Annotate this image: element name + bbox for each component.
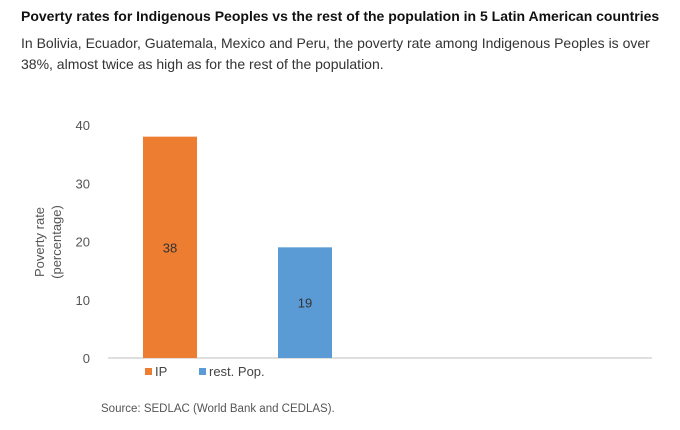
- y-axis-label-line-2: (percentage): [49, 205, 64, 279]
- y-tick-label: 30: [76, 176, 90, 191]
- chart-title: Poverty rates for Indigenous Peoples vs …: [21, 8, 660, 24]
- legend-swatch: [199, 368, 206, 375]
- bar-chart: Poverty rate (percentage) 0 10 20 30 40 38 19…: [32, 118, 652, 379]
- y-axis-ticks: 0 10 20 30 40: [76, 118, 90, 366]
- legend: IP rest. Pop.: [145, 364, 265, 379]
- bar-value-label: 38: [163, 240, 177, 255]
- bar-ip: [143, 136, 197, 358]
- bar-value-label: 19: [298, 296, 312, 311]
- y-tick-label: 10: [76, 293, 90, 308]
- bars: 38 19: [143, 136, 332, 358]
- y-tick-label: 20: [76, 235, 90, 250]
- chart-subtitle: In Bolivia, Ecuador, Guatemala, Mexico a…: [21, 35, 650, 72]
- source-note: Source: SEDLAC (World Bank and CEDLAS).: [101, 403, 335, 415]
- y-axis-title: Poverty rate (percentage): [32, 205, 64, 279]
- legend-swatch: [145, 368, 152, 375]
- y-axis-label-line-1: Poverty rate: [32, 207, 47, 277]
- y-tick-label: 40: [76, 118, 90, 133]
- legend-label: rest. Pop.: [209, 364, 265, 379]
- y-tick-label: 0: [83, 351, 90, 366]
- bar-rest-pop: [278, 247, 332, 358]
- legend-label: IP: [155, 364, 167, 379]
